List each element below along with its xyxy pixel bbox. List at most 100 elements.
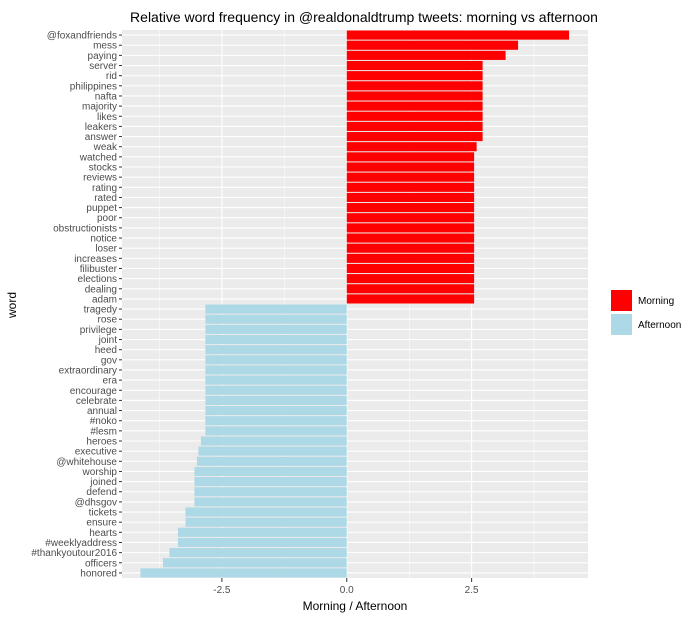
bar — [346, 101, 483, 111]
y-tick-label: elections — [78, 274, 117, 285]
bar — [205, 365, 347, 375]
y-tick-label: executive — [75, 447, 118, 458]
bar — [205, 426, 347, 436]
bar — [185, 507, 347, 517]
bar — [346, 152, 475, 162]
y-tick-label: weak — [93, 142, 118, 153]
bar — [194, 497, 347, 507]
bar — [346, 91, 483, 101]
bar — [196, 456, 347, 466]
bar — [205, 375, 347, 385]
bar — [346, 142, 477, 152]
y-tick-label: rose — [98, 315, 118, 326]
y-tick-label: @whitehouse — [56, 457, 117, 468]
bar — [346, 172, 475, 182]
y-tick-label: answer — [85, 132, 118, 143]
bar — [205, 304, 347, 314]
bar — [346, 263, 475, 274]
y-tick-label: ensure — [86, 518, 117, 529]
y-tick-label: dealing — [85, 284, 117, 295]
y-tick-label: era — [103, 376, 118, 387]
y-tick-label: officers — [85, 558, 117, 569]
bar — [162, 558, 347, 568]
y-tick-label: poor — [97, 213, 118, 224]
y-tick-label: majority — [82, 102, 117, 113]
bar — [346, 71, 483, 81]
bar — [194, 487, 347, 497]
y-tick-label: filibuster — [80, 264, 118, 275]
y-tick-labels: @foxandfriendsmesspayingserverridphilipp… — [31, 31, 122, 579]
y-tick-label: #thankyoutour2016 — [31, 548, 117, 559]
bar — [346, 284, 475, 294]
y-tick-label: @foxandfriends — [47, 31, 117, 42]
bar — [198, 446, 347, 456]
bar — [346, 50, 506, 60]
bar — [205, 385, 347, 395]
y-tick-label: leakers — [85, 122, 117, 133]
x-axis-title: Morning / Afternoon — [303, 599, 408, 613]
y-tick-label: nafta — [95, 91, 118, 102]
legend: Morning Afternoon — [611, 290, 681, 335]
y-tick-label: loser — [95, 244, 117, 255]
y-tick-label: watched — [79, 152, 117, 163]
y-tick-label: tragedy — [84, 305, 117, 316]
bar — [346, 243, 475, 253]
bar — [205, 395, 347, 405]
bar — [346, 233, 475, 243]
bars — [140, 30, 570, 578]
bar — [346, 111, 483, 121]
bar — [346, 30, 570, 40]
y-tick-label: paying — [88, 51, 117, 62]
y-tick-label: celebrate — [76, 396, 118, 407]
y-tick-label: #weeklyaddress — [45, 538, 117, 549]
y-tick-label: likes — [97, 112, 117, 123]
y-tick-label: reviews — [83, 173, 117, 184]
bar — [205, 345, 347, 355]
bar — [169, 548, 347, 558]
bar — [177, 527, 347, 537]
y-tick-label: extraordinary — [59, 365, 117, 376]
bar — [346, 294, 475, 304]
x-tick-label: 2.5 — [465, 585, 479, 596]
bar — [205, 314, 347, 324]
y-tick-label: #lesm — [90, 426, 117, 437]
bar — [205, 324, 347, 334]
y-tick-label: #noko — [90, 416, 118, 427]
y-tick-label: rating — [92, 183, 117, 194]
bar — [346, 203, 475, 213]
legend-key — [611, 314, 632, 335]
y-tick-label: adam — [92, 294, 117, 305]
y-tick-label: notice — [90, 234, 117, 245]
chart-title: Relative word frequency in @realdonaldtr… — [130, 9, 598, 25]
bar — [205, 405, 347, 416]
bar — [194, 477, 347, 487]
y-tick-label: gov — [101, 355, 117, 366]
bar — [200, 436, 347, 446]
y-tick-label: mess — [93, 41, 117, 52]
bar — [205, 334, 347, 345]
bar — [346, 253, 475, 263]
x-tick-label: -2.5 — [213, 585, 231, 596]
bar — [140, 568, 347, 578]
y-tick-label: hearts — [89, 528, 117, 539]
y-tick-label: worship — [82, 467, 118, 478]
bar — [205, 416, 347, 426]
legend-label: Morning — [638, 296, 674, 307]
bar — [185, 517, 347, 527]
y-tick-label: @dhsgov — [75, 497, 117, 508]
x-axis-ticks: -2.5 0.0 2.5 — [213, 578, 479, 596]
y-tick-label: obstructionists — [53, 223, 117, 234]
y-tick-label: defend — [86, 487, 117, 498]
y-tick-label: privilege — [80, 325, 118, 336]
y-tick-label: rated — [94, 193, 117, 204]
y-tick-label: encourage — [70, 386, 118, 397]
y-tick-label: annual — [87, 406, 117, 417]
y-tick-label: honored — [80, 568, 117, 579]
bar — [194, 466, 347, 477]
y-tick-label: philippines — [70, 81, 117, 92]
y-tick-label: joined — [89, 477, 117, 488]
legend-label: Afternoon — [638, 320, 681, 331]
y-tick-label: heed — [95, 345, 117, 356]
bar — [346, 121, 483, 131]
